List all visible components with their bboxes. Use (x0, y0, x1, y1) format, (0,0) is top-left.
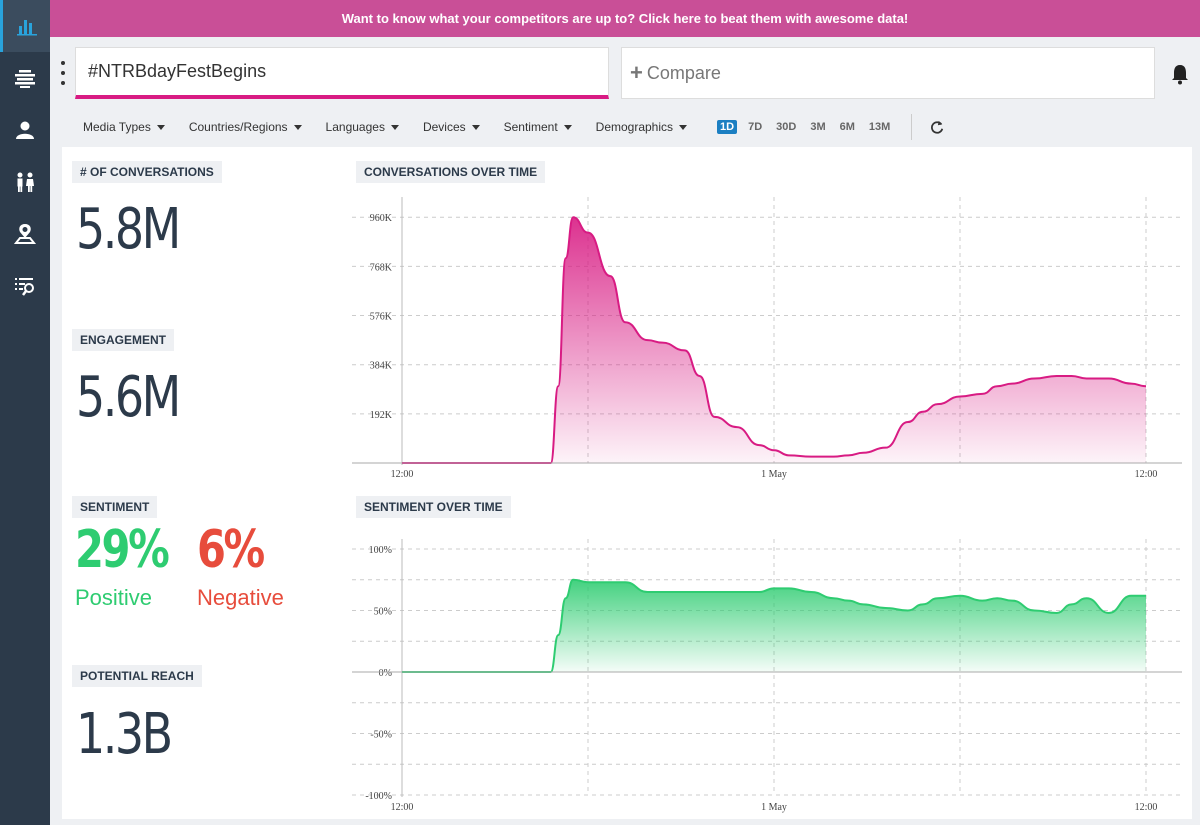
search-box (75, 47, 609, 99)
filter-label: Devices (422, 120, 466, 134)
area-fill (402, 217, 1146, 463)
filter-media-types[interactable]: Media Types (83, 120, 165, 134)
filter-devices[interactable]: Devices (423, 120, 480, 134)
compare-label: Compare (646, 62, 721, 83)
plus-icon: + (630, 60, 643, 85)
sidebar-item-geography[interactable] (0, 208, 50, 260)
list-search-icon (15, 278, 34, 296)
caret-down-icon (390, 124, 399, 130)
y-tick-label: 50% (374, 607, 392, 618)
more-options-icon[interactable] (58, 61, 68, 85)
sentiment-chart: 100%50%0%-50%-100%12:00 1 May 12:00 (352, 539, 1182, 813)
y-tick-label: 192K (370, 410, 393, 421)
caret-down-icon (471, 124, 480, 130)
positive-value: 29% (75, 520, 170, 580)
series-line (402, 578, 1146, 673)
range-13m[interactable]: 13M (868, 121, 891, 133)
y-tick-label: 384K (370, 361, 393, 372)
y-tick-label: 0% (379, 668, 392, 679)
people-icon (17, 172, 34, 192)
sidebar-item-overview[interactable] (0, 0, 50, 52)
engagement-label: ENGAGEMENT (72, 329, 175, 351)
y-tick-label: -50% (370, 730, 392, 741)
positive-label: Positive (75, 585, 153, 610)
conversations-label: # OF CONVERSATIONS (72, 161, 222, 183)
conversations-value: 5.8M (76, 197, 181, 262)
caret-down-icon (293, 124, 302, 130)
area-fill (402, 579, 1146, 672)
filter-label: Demographics (595, 120, 674, 134)
reach-label: POTENTIAL REACH (72, 665, 202, 687)
y-tick-label: 768K (370, 262, 393, 273)
range-30d[interactable]: 30D (776, 121, 797, 133)
sidebar-item-search[interactable] (0, 260, 50, 312)
negative-label: Negative (197, 585, 284, 610)
caret-down-icon (563, 124, 572, 130)
stream-icon (15, 70, 35, 88)
range-1d[interactable]: 1D (717, 120, 738, 134)
y-tick-label: 576K (370, 312, 393, 323)
range-7d[interactable]: 7D (748, 121, 763, 133)
filter-demographics[interactable]: Demographics (595, 120, 688, 134)
x-tick-label: 12:00 (391, 469, 414, 480)
reach-value: 1.3B (76, 702, 173, 767)
bottom-strip (50, 819, 1200, 825)
x-tick-label: 12:00 (1135, 802, 1158, 813)
divider (911, 114, 913, 140)
caret-down-icon (679, 124, 688, 130)
range-6m[interactable]: 6M (839, 121, 855, 133)
filter-languages[interactable]: Languages (326, 120, 399, 134)
filter-sentiment[interactable]: Sentiment (504, 120, 572, 134)
filter-label: Languages (325, 120, 385, 134)
bell-icon[interactable] (1170, 63, 1190, 85)
filter-bar: Media Types Countries/Regions Languages … (50, 109, 1200, 145)
x-tick-label: 12:00 (1135, 469, 1158, 480)
x-tick-label: 12:00 (391, 802, 414, 813)
location-pin-icon (13, 224, 37, 244)
filter-label: Countries/Regions (188, 120, 288, 134)
promo-banner[interactable]: Want to know what your competitors are u… (50, 0, 1200, 37)
refresh-icon[interactable] (930, 120, 944, 134)
y-tick-label: 960K (370, 213, 393, 224)
bar-chart-icon (16, 20, 37, 36)
sidebar-item-demographics[interactable] (0, 156, 50, 208)
filter-label: Media Types (83, 120, 151, 134)
y-tick-label: -100% (365, 791, 392, 802)
user-icon (16, 121, 34, 139)
caret-down-icon (156, 124, 165, 130)
engagement-value: 5.6M (76, 365, 181, 430)
sidebar (0, 0, 50, 825)
y-tick-label: 100% (369, 545, 392, 556)
filter-label: Sentiment (503, 120, 558, 134)
x-tick-label: 1 May (761, 802, 787, 813)
search-input[interactable] (76, 48, 608, 95)
filter-countries[interactable]: Countries/Regions (189, 120, 302, 134)
sentiment-chart-title: SENTIMENT OVER TIME (356, 496, 511, 518)
range-3m[interactable]: 3M (810, 121, 826, 133)
search-row: + Compare (50, 37, 1200, 109)
sidebar-item-stream[interactable] (0, 52, 50, 104)
x-tick-label: 1 May (761, 469, 787, 480)
dashboard-panel: # OF CONVERSATIONS 5.8M ENGAGEMENT 5.6M … (62, 147, 1192, 819)
conversations-chart: 192K 384K 576K 768K 960K 12:00 1 May 12:00 (352, 197, 1182, 480)
negative-value: 6% (197, 520, 265, 580)
conversations-chart-title: CONVERSATIONS OVER TIME (356, 161, 546, 183)
sidebar-item-audience[interactable] (0, 104, 50, 156)
series-line (402, 216, 1147, 465)
sentiment-label: SENTIMENT (72, 496, 158, 518)
compare-button[interactable]: + Compare (621, 47, 1155, 99)
time-range-group: 1D 7D 30D 3M 6M 13M (717, 120, 901, 134)
